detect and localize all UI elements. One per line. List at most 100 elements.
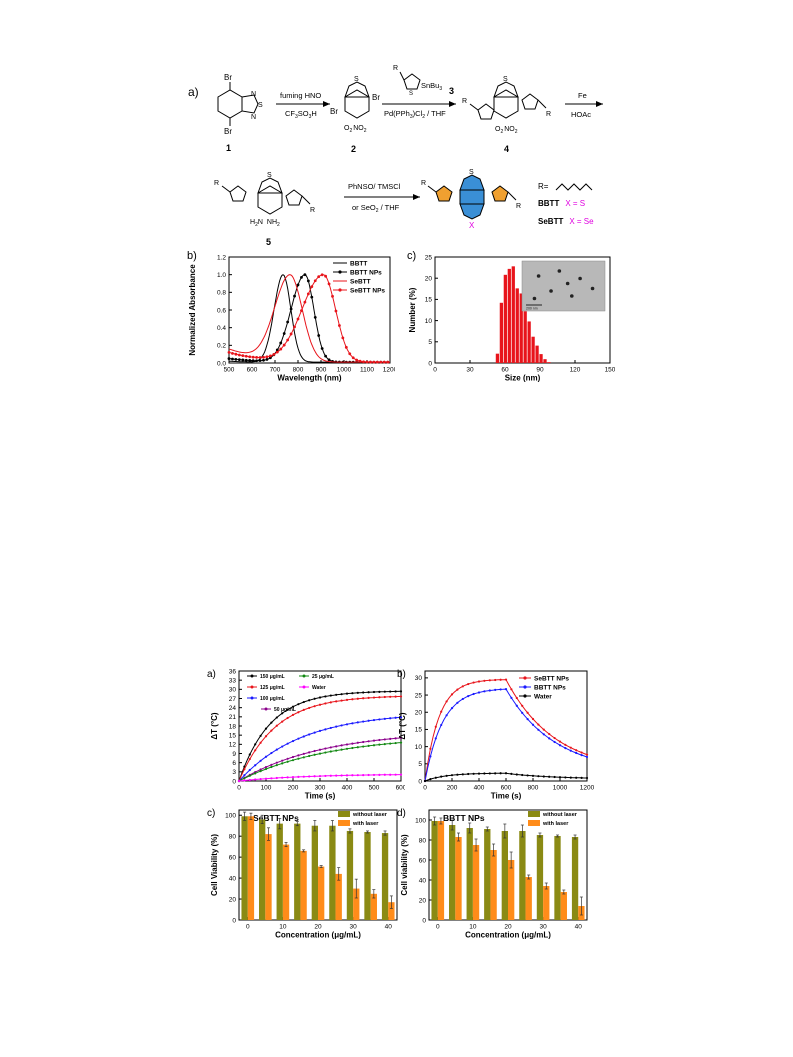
series-marker — [548, 775, 551, 778]
compound-2-label: 2 — [351, 144, 356, 154]
series-marker — [510, 772, 513, 775]
series-marker — [526, 718, 529, 721]
y-axis-label: Number (%) — [408, 287, 417, 332]
series-marker — [329, 694, 332, 697]
viability-bar — [525, 877, 532, 920]
x-tick-label: 600 — [247, 367, 258, 374]
series-marker — [386, 360, 390, 364]
series-marker — [580, 751, 583, 754]
reagent-step3-bottom: HOAc — [571, 110, 591, 119]
x-tick-label: 100 — [261, 785, 272, 792]
series-marker — [499, 678, 502, 681]
series-marker — [227, 357, 231, 360]
series-marker — [351, 692, 354, 695]
viability-bar — [536, 835, 544, 920]
series-marker — [281, 745, 284, 748]
c2-s: S — [354, 76, 359, 83]
y-tick-label: 0.2 — [217, 343, 226, 350]
series-marker — [258, 356, 262, 359]
series-marker — [335, 700, 338, 703]
series-marker — [318, 774, 322, 778]
series-marker — [275, 348, 279, 352]
compound-4-label: 4 — [504, 144, 509, 154]
series-marker — [340, 748, 343, 751]
x-tick-label: 700 — [270, 367, 281, 374]
x-tick-label: 1100 — [360, 367, 374, 374]
series-marker — [241, 358, 245, 362]
legend-marker — [250, 685, 254, 689]
series-marker — [394, 695, 397, 698]
series-marker — [324, 728, 327, 731]
series-marker — [499, 688, 502, 691]
series-marker — [264, 727, 268, 730]
series-marker — [313, 731, 316, 734]
x-tick-label: 500 — [224, 367, 235, 374]
viability-bar — [560, 892, 567, 920]
histogram-bar — [539, 354, 543, 363]
series-marker — [394, 690, 397, 693]
x-tick-label: 600 — [501, 785, 512, 792]
series-marker — [306, 292, 310, 296]
series-marker — [227, 350, 231, 354]
series-marker — [423, 779, 427, 783]
series-marker — [531, 723, 535, 726]
y-tick-label: 25 — [415, 692, 423, 699]
bbtt-viability-chart: d) 0 10 20 30 40 0 20 40 60 80 100 Concentration (μg… — [397, 808, 588, 940]
series-marker — [320, 347, 324, 350]
series-marker — [259, 759, 262, 762]
tem-particle — [549, 289, 553, 293]
series-marker — [461, 685, 464, 688]
x-axis-label: Time (s) — [491, 792, 522, 801]
series-marker — [526, 774, 529, 777]
photothermal-heating-chart: a)0 100 200 300 400 500 6000369121518212427303… — [207, 668, 405, 800]
series-marker — [286, 757, 289, 760]
series-marker — [324, 274, 327, 278]
histogram-bar — [547, 362, 551, 363]
series-marker — [394, 716, 397, 719]
x-tick-label: 800 — [528, 785, 539, 792]
series-marker — [248, 774, 251, 777]
series-marker — [286, 742, 289, 745]
series-marker — [429, 747, 432, 750]
y-tick-label: 15 — [425, 297, 433, 304]
c5-r-left: R — [214, 180, 219, 187]
x-tick-label: 40 — [575, 924, 583, 931]
series-marker — [251, 359, 255, 363]
series-marker — [394, 741, 397, 745]
x-tick-label: 120 — [570, 367, 581, 374]
series-marker — [291, 705, 295, 708]
compound-5 — [221, 177, 311, 215]
series-marker — [362, 720, 365, 723]
series-marker — [477, 772, 481, 775]
c4-s: S — [503, 76, 508, 83]
c4-r-left: R — [462, 98, 467, 105]
y-tick-label: 33 — [229, 677, 237, 684]
stannane-snbu: SnBu3 — [421, 81, 442, 92]
series-marker — [378, 696, 381, 699]
series-marker — [515, 773, 518, 776]
series-marker — [564, 747, 567, 750]
c5-s: S — [267, 172, 272, 179]
series-marker — [324, 702, 327, 705]
histogram-bar — [531, 336, 535, 363]
series-marker — [270, 751, 273, 755]
x-tick-label: 900 — [316, 367, 327, 374]
series-marker — [281, 712, 284, 715]
series-marker — [272, 352, 276, 356]
series-marker — [286, 760, 289, 763]
tem-particle — [565, 281, 570, 286]
series-marker — [389, 695, 392, 698]
y-tick-label: 5 — [418, 761, 422, 768]
series-marker — [585, 753, 589, 756]
series-marker — [341, 336, 345, 340]
series-marker — [254, 764, 257, 767]
series-marker — [467, 695, 470, 698]
series-marker — [383, 690, 386, 693]
y-tick-label: 0.8 — [217, 290, 226, 297]
reagent-step3-top: Fe — [578, 91, 587, 100]
series-marker — [515, 704, 518, 707]
x-tick-label: 1000 — [337, 367, 352, 374]
series-marker — [548, 732, 551, 736]
viability-bar — [247, 816, 255, 920]
series-marker — [275, 724, 278, 727]
